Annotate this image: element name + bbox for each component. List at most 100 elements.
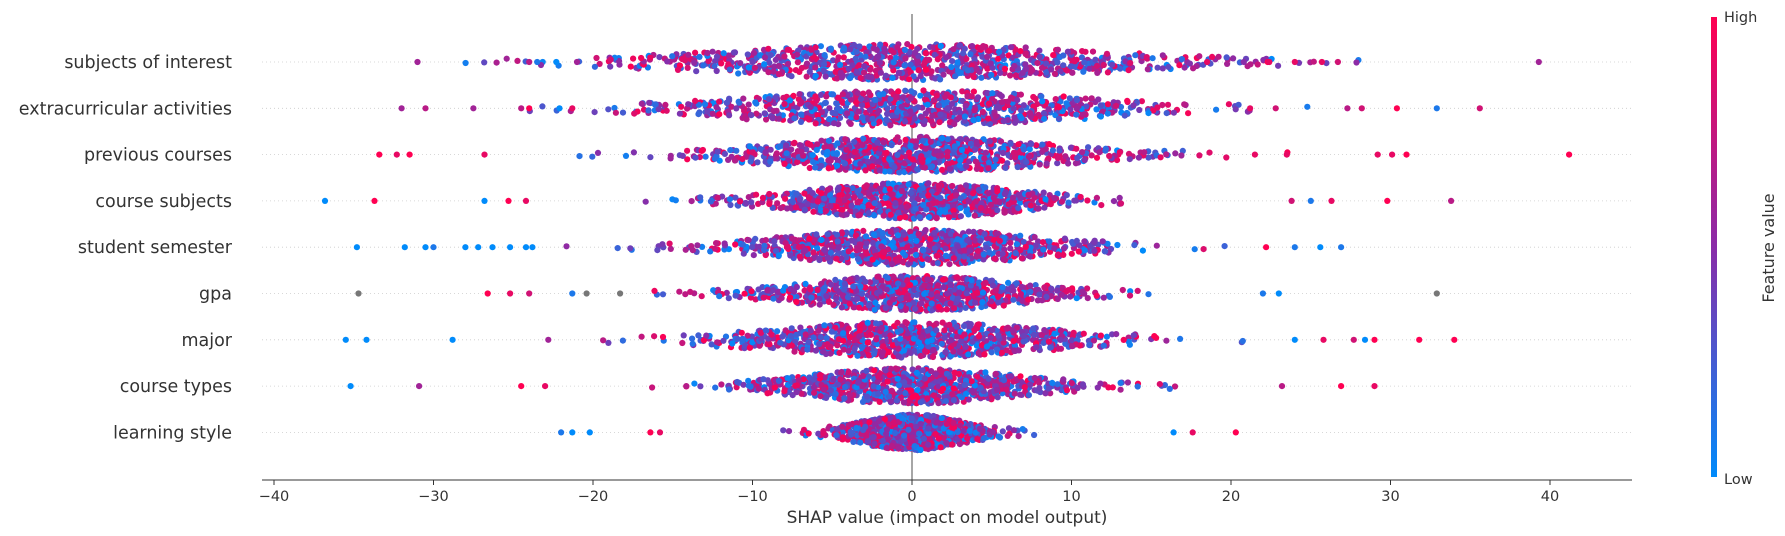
shap-point	[907, 228, 914, 235]
shap-point	[906, 76, 913, 83]
shap-point	[823, 93, 830, 100]
shap-point	[1025, 153, 1033, 160]
shap-point	[723, 99, 730, 106]
shap-point	[853, 68, 861, 75]
shap-point	[713, 240, 720, 247]
shap-point	[852, 55, 859, 62]
shap-point	[911, 49, 919, 56]
shap-point	[999, 99, 1006, 106]
shap-point	[1117, 200, 1125, 207]
shap-point	[1088, 152, 1095, 159]
shap-point	[1091, 247, 1098, 254]
shap-point	[1052, 96, 1059, 103]
shap-point	[1061, 235, 1068, 242]
shap-point	[514, 57, 521, 64]
shap-point	[974, 162, 981, 169]
shap-point	[974, 94, 982, 101]
shap-point	[667, 155, 674, 162]
shap-point	[1176, 62, 1183, 69]
shap-point	[1073, 237, 1080, 244]
shap-point	[901, 46, 909, 54]
shap-point	[949, 182, 956, 190]
shap-point	[896, 69, 903, 76]
shap-point	[481, 59, 488, 66]
shap-point	[711, 155, 718, 162]
shap-point	[964, 67, 971, 74]
shap-point	[808, 46, 815, 53]
shap-point	[766, 200, 773, 208]
shap-point	[1048, 66, 1055, 73]
shap-point	[973, 65, 980, 72]
shap-point	[591, 63, 599, 70]
shap-point	[789, 235, 796, 242]
shap-point	[894, 232, 902, 239]
shap-point	[972, 198, 979, 205]
shap-point	[1054, 46, 1061, 53]
shap-point	[1223, 54, 1230, 61]
shap-point	[880, 139, 887, 146]
shap-point	[870, 239, 877, 247]
shap-point	[1028, 140, 1035, 148]
shap-point	[906, 149, 913, 156]
shap-point	[802, 247, 809, 254]
shap-point	[860, 227, 867, 234]
shap-point	[834, 231, 841, 238]
shap-point	[946, 261, 953, 268]
shap-point	[836, 197, 843, 204]
shap-point	[1023, 159, 1030, 166]
shap-outlier-point	[401, 244, 408, 251]
shap-point	[750, 49, 758, 57]
shap-outlier-point	[481, 151, 488, 158]
shap-point	[840, 153, 847, 160]
shap-point	[1082, 95, 1089, 102]
shap-point	[589, 153, 596, 160]
shap-point	[843, 146, 850, 153]
shap-point	[825, 157, 832, 164]
shap-point	[775, 71, 783, 78]
shap-point	[944, 105, 951, 112]
shap-point	[833, 151, 840, 158]
shap-point	[907, 95, 915, 102]
shap-outlier-point	[353, 244, 360, 251]
shap-point	[792, 204, 800, 211]
shap-point	[787, 252, 794, 259]
shap-outlier-point	[1338, 244, 1345, 251]
shap-point	[1141, 149, 1148, 156]
shap-point	[669, 53, 676, 60]
shap-point	[1041, 284, 1048, 291]
shap-point	[750, 252, 757, 259]
shap-point	[935, 152, 942, 159]
shap-point	[979, 44, 986, 51]
shap-point	[1101, 248, 1108, 255]
shap-point	[1127, 59, 1134, 67]
shap-point	[503, 55, 510, 62]
shap-point	[1072, 160, 1079, 167]
shap-point	[902, 55, 909, 62]
shap-point	[721, 150, 729, 157]
shap-point	[992, 198, 999, 205]
shap-point	[810, 249, 817, 256]
shap-point	[854, 199, 861, 206]
shap-point	[1067, 106, 1074, 113]
shap-point	[1159, 65, 1166, 72]
shap-point	[862, 53, 869, 60]
shap-point	[985, 165, 992, 172]
shap-point	[685, 101, 692, 108]
shap-point	[928, 68, 935, 75]
shap-point	[761, 110, 768, 117]
shap-point	[919, 137, 927, 144]
shap-point	[942, 245, 949, 252]
shap-point	[964, 237, 971, 244]
shap-point	[915, 67, 922, 74]
shap-point	[985, 115, 992, 122]
shap-point	[937, 76, 944, 83]
shap-outlier-point	[1307, 197, 1314, 204]
shap-point	[1304, 103, 1311, 110]
shap-point	[986, 121, 994, 128]
shap-point	[931, 245, 938, 252]
shap-point	[1104, 110, 1111, 117]
shap-point	[781, 53, 788, 60]
shap-point	[713, 53, 721, 60]
shap-point	[745, 101, 752, 108]
shap-point	[1073, 96, 1081, 104]
